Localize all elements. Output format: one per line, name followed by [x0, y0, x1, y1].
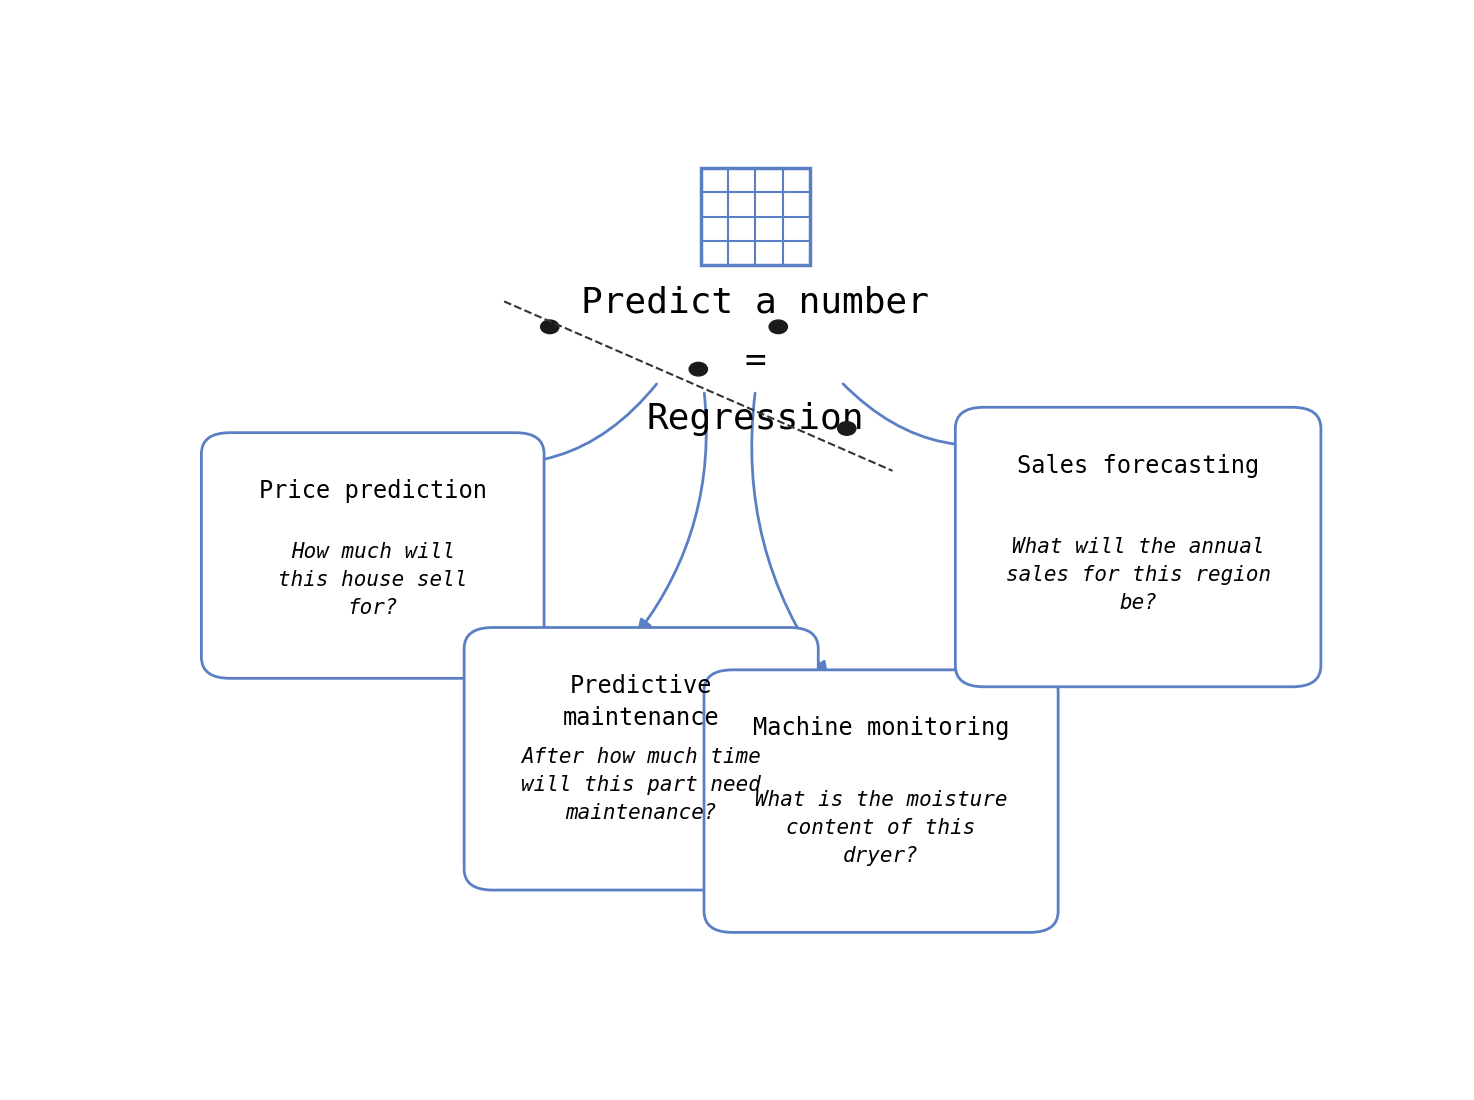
FancyBboxPatch shape: [464, 627, 818, 890]
Text: After how much time
will this part need
maintenance?: After how much time will this part need …: [522, 747, 761, 823]
FancyArrowPatch shape: [752, 393, 827, 673]
FancyBboxPatch shape: [705, 670, 1058, 933]
FancyArrowPatch shape: [843, 384, 1058, 446]
FancyBboxPatch shape: [202, 432, 544, 679]
Text: What will the annual
sales for this region
be?: What will the annual sales for this regi…: [1005, 538, 1271, 614]
FancyArrowPatch shape: [640, 393, 706, 631]
FancyBboxPatch shape: [955, 407, 1321, 686]
FancyArrowPatch shape: [435, 384, 656, 463]
Text: How much will
this house sell
for?: How much will this house sell for?: [279, 542, 467, 618]
Circle shape: [541, 320, 559, 333]
Text: Machine monitoring: Machine monitoring: [753, 716, 1010, 740]
Text: Price prediction: Price prediction: [259, 480, 486, 504]
Text: Predict a number
=
Regression: Predict a number = Regression: [581, 285, 930, 436]
Circle shape: [837, 421, 856, 436]
Circle shape: [769, 320, 787, 333]
Text: What is the moisture
content of this
dryer?: What is the moisture content of this dry…: [755, 790, 1007, 866]
Circle shape: [690, 362, 708, 376]
Text: Predictive
maintenance: Predictive maintenance: [563, 674, 719, 729]
Text: Sales forecasting: Sales forecasting: [1017, 454, 1259, 477]
FancyBboxPatch shape: [702, 168, 809, 265]
